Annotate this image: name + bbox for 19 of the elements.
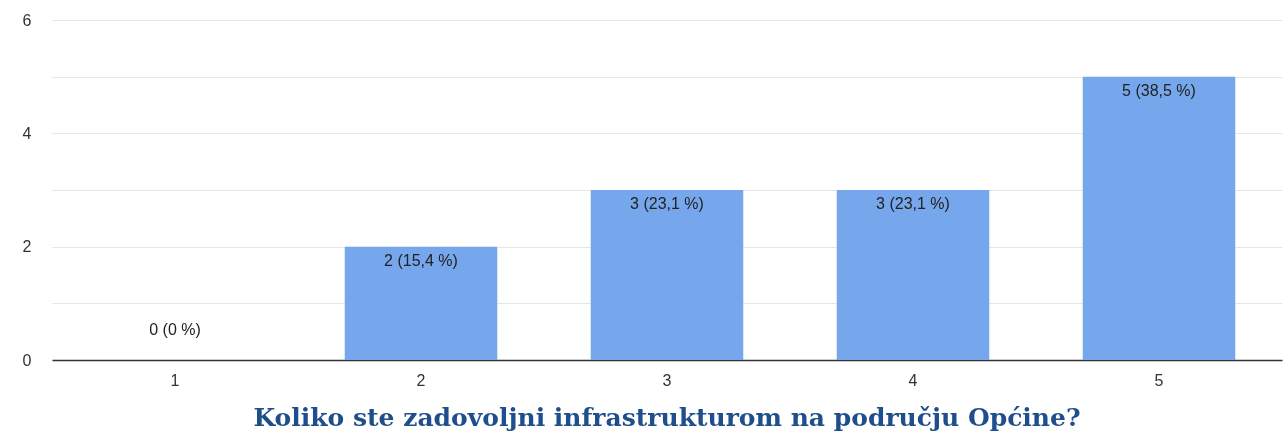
data-label: 2 (15,4 %) [384,251,458,269]
x-tick-label: 1 [170,371,180,389]
text: Koliko ste zadovoljni infrastrukturom na području Općine? [253,403,1081,432]
data-label: 3 (23,1 %) [876,195,950,212]
bar [344,246,498,360]
x-tick-label: 3 [662,371,672,389]
bar [836,190,990,360]
bar [590,190,744,360]
y-tick-label: 2 [22,238,32,256]
x-tick-label: 5 [1154,371,1164,389]
data-label: 5 (38,5 %) [1122,81,1196,99]
y-tick-label: 4 [22,124,32,142]
y-tick-label: 0 [22,351,32,369]
data-label: 3 (23,1 %) [630,195,704,212]
x-tick-label: 4 [908,371,918,389]
y-tick-label: 6 [22,11,32,29]
bar [1082,76,1236,360]
data-label: 0 (0 %) [149,321,201,338]
x-tick-label: 2 [416,371,426,389]
